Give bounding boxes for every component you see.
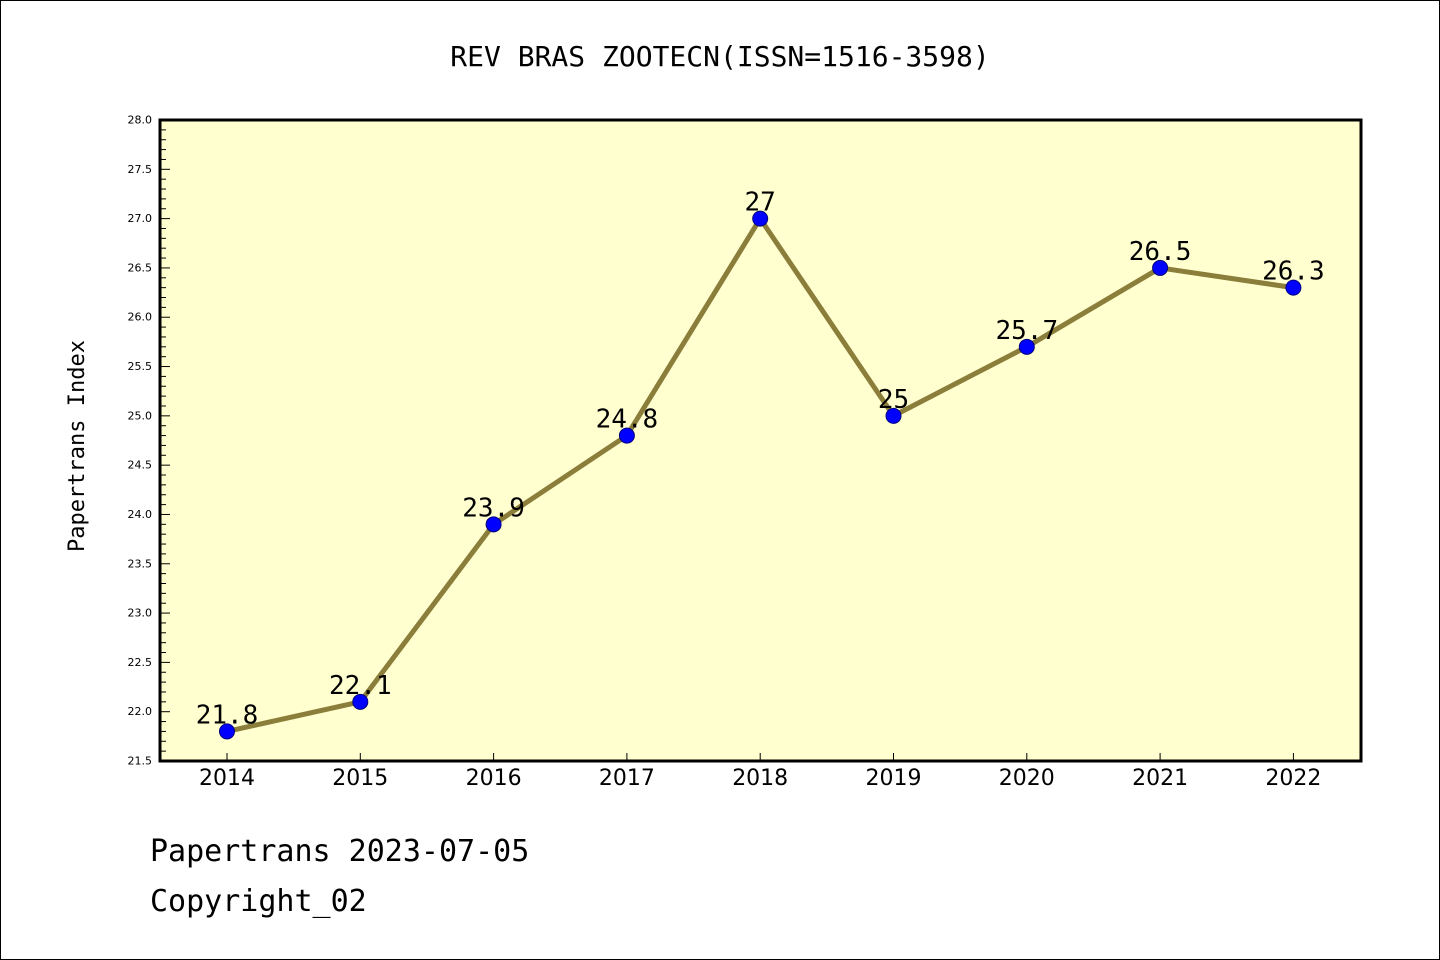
y-tick-label: 27.5 [128, 163, 153, 176]
data-label: 25 [878, 385, 909, 415]
y-tick-label: 23.5 [128, 557, 153, 570]
y-tick-label: 26.0 [128, 311, 153, 324]
footer-copyright: Copyright_02 [150, 884, 367, 919]
x-tick-label: 2017 [599, 766, 655, 791]
y-tick-label: 22.0 [128, 705, 153, 718]
data-label: 21.8 [196, 700, 259, 730]
data-point [885, 407, 902, 424]
data-label: 25.7 [995, 316, 1058, 346]
chart-title: REV BRAS ZOOTECN(ISSN=1516-3598) [450, 40, 989, 73]
y-tick-label: 27.0 [128, 212, 153, 225]
y-tick-label: 22.5 [128, 656, 153, 669]
data-label: 26.3 [1262, 257, 1325, 287]
y-tick-label: 26.5 [128, 261, 153, 274]
y-axis-label: Papertrans Index [65, 340, 90, 552]
data-label: 24.8 [596, 405, 659, 435]
data-labels: 21.8 22.1 23.9 24.8 27 25 25.7 26.5 26.3 [196, 188, 1325, 731]
series-group [219, 210, 1302, 740]
plot-area [158, 118, 1363, 763]
x-tick-label: 2021 [1132, 766, 1188, 791]
x-axis: 2014 2015 2016 2017 2018 2019 2020 2021 2022 [199, 753, 1321, 791]
y-tick-label: 24.5 [128, 459, 153, 472]
y-tick-label: 24.0 [128, 508, 153, 521]
data-point [752, 210, 769, 227]
data-point [352, 693, 369, 710]
y-axis: 21.5 22.0 22.5 23.0 23.5 24.0 24.5 25.0 25.5 26.0… [128, 114, 170, 768]
data-point [1152, 259, 1169, 276]
footer-date: Papertrans 2023-07-05 [150, 834, 530, 869]
x-tick-label: 2016 [466, 766, 522, 791]
data-point [219, 723, 235, 740]
data-point [618, 427, 635, 444]
x-tick-label: 2019 [866, 766, 922, 791]
y-tick-label: 21.5 [128, 755, 153, 768]
y-tick-label: 25.0 [128, 409, 153, 422]
data-point [1018, 338, 1035, 355]
x-tick-label: 2020 [999, 766, 1055, 791]
y-tick-label: 25.5 [128, 360, 153, 373]
data-label: 22.1 [329, 671, 392, 701]
x-tick-label: 2018 [732, 766, 788, 791]
data-label: 23.9 [462, 493, 525, 523]
y-tick-label: 28.0 [128, 114, 153, 127]
y-tick-label: 23.0 [128, 607, 153, 620]
x-tick-label: 2022 [1265, 766, 1321, 791]
x-tick-label: 2014 [199, 766, 255, 791]
data-point [1285, 279, 1302, 296]
data-label: 26.5 [1129, 237, 1192, 267]
x-tick-label: 2015 [332, 766, 388, 791]
data-label: 27 [745, 188, 776, 218]
data-point [485, 516, 502, 533]
